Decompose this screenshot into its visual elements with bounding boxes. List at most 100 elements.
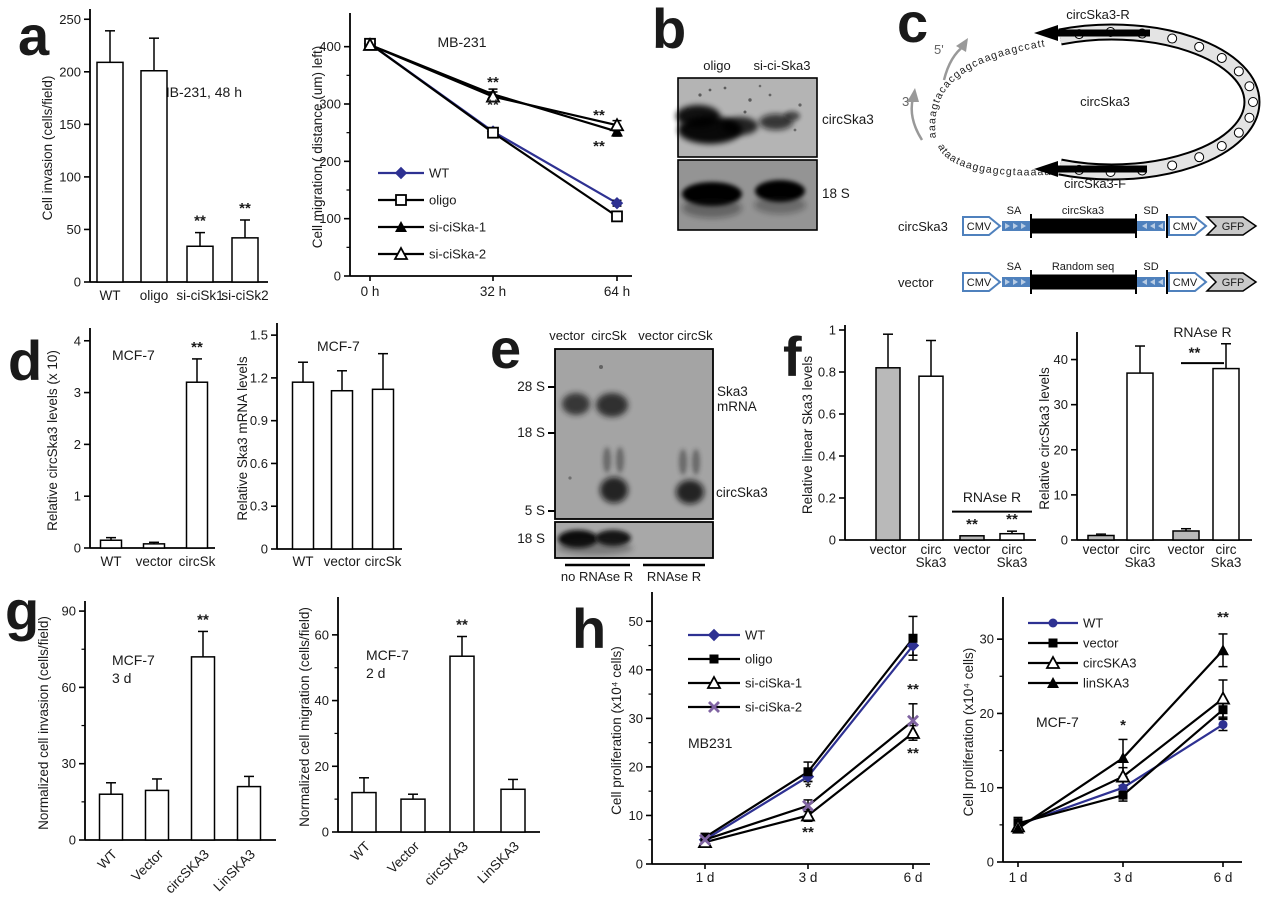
gel-e-marker-18s: 18 S	[517, 425, 545, 440]
chevron-right-icon	[1013, 223, 1018, 229]
gel-b-band-label-18s: 18 S	[822, 186, 850, 201]
panel-letter-g: g	[5, 579, 39, 642]
chart-annotation: MB231	[688, 735, 733, 751]
significance-mark: **	[593, 107, 605, 124]
marker-circle	[1218, 720, 1228, 730]
y-axis-label: Normalized cell invasion (cells/field)	[36, 616, 51, 830]
legend-label: WT	[745, 628, 765, 643]
chart-annotation: MB-231, 48 h	[158, 84, 242, 100]
y-tick-label: 0	[829, 533, 836, 548]
cmv-label: CMV	[1173, 221, 1198, 233]
x-category-label: vector	[1083, 542, 1120, 557]
x-category-label: circ	[921, 542, 942, 557]
gel-band-ska3-mrna	[596, 393, 628, 417]
x-category-label: WT	[101, 554, 122, 569]
gel-band	[722, 117, 758, 135]
x-tick-label: 3 d	[1114, 870, 1133, 885]
bar	[400, 798, 426, 833]
y-tick-label: 0	[74, 541, 81, 556]
construct-circska3: circSka3 CMV SA circSka3 SD CMV GFP	[898, 205, 1258, 238]
marker-diamond	[610, 196, 624, 210]
construct-vector: vector CMV SA Random seq SD CMV GFP	[898, 261, 1258, 294]
gel-e-band-label-ska3: Ska3	[717, 384, 748, 399]
x-tick-label: 6 d	[1214, 870, 1233, 885]
chevron-right-icon	[1013, 279, 1018, 285]
marker-square	[1218, 705, 1228, 715]
insert-label: circSka3	[1062, 205, 1104, 217]
significance-mark: **	[239, 200, 251, 217]
chevron-left-icon	[1142, 279, 1147, 285]
gel-speckle	[686, 108, 690, 112]
marker-circle	[1048, 618, 1058, 628]
gel-speckle	[768, 93, 772, 97]
marker-triangle	[1117, 752, 1129, 763]
y-tick-label: 1	[74, 489, 81, 504]
marker-diamond	[707, 628, 721, 642]
y-tick-label: 400	[319, 39, 341, 54]
significance-mark: **	[1006, 511, 1018, 528]
sd-label: SD	[1143, 261, 1158, 273]
x-category-label: WT	[348, 839, 373, 864]
gel-e-band-label-mrna: mRNA	[717, 399, 757, 414]
sd-label: SD	[1143, 205, 1158, 217]
gel-speckle	[798, 103, 802, 107]
construct-row-label: circSka3	[898, 219, 948, 234]
legend-label: linSKA3	[1083, 676, 1129, 691]
y-tick-label: 100	[59, 169, 81, 184]
primer-r-label: circSka3-R	[1066, 7, 1130, 22]
x-category-label: Vector	[128, 846, 166, 884]
significance-mark: *	[805, 779, 811, 796]
significance-mark: **	[907, 681, 919, 698]
sa-label: SA	[1007, 261, 1022, 273]
bar	[185, 381, 209, 549]
chart-annotation: MCF-7	[317, 338, 360, 354]
x-tick-label: 1 d	[696, 870, 715, 885]
y-tick-label: 0.2	[818, 491, 836, 506]
gel-b-lane-label-2: si-ci-Ska3	[753, 58, 810, 73]
marker-x	[802, 799, 814, 812]
y-tick-label: 250	[59, 12, 81, 27]
chart-annotation: MCF-7	[112, 347, 155, 363]
legend-label: oligo	[745, 652, 772, 667]
significance-mark: **	[907, 745, 919, 762]
marker-square-open	[611, 210, 623, 223]
panel-letter-c: c	[897, 0, 928, 54]
sequence-top: aaaagtacacgagcaagaagccatt	[926, 37, 1046, 138]
gel-band	[755, 180, 805, 202]
gel-e-lane-label-1: vector	[549, 328, 585, 343]
sequence-bottom: ataataaggagcgtaaaaat	[935, 142, 1055, 179]
gel-b-band-label-circska3: circSka3	[822, 112, 874, 127]
cmv-label: CMV	[967, 221, 992, 233]
y-axis-label: Normalized cell migration (cells/field)	[297, 607, 312, 827]
y-tick-label: 90	[62, 604, 76, 619]
gel-speckle	[723, 86, 727, 90]
significance-mark: **	[593, 138, 605, 155]
y-tick-label: 20	[980, 706, 994, 721]
marker-square-open	[395, 194, 407, 206]
ring-scallop	[1194, 152, 1205, 163]
gel-band-circska3	[600, 477, 628, 503]
gel-speckle	[698, 93, 702, 97]
marker-x	[708, 701, 720, 713]
marker-square	[908, 633, 918, 643]
y-tick-label: 0	[334, 269, 341, 284]
bar	[999, 532, 1025, 541]
gel-e-group-label-rnaser: RNAse R	[647, 569, 701, 584]
marker-triangle-open	[800, 807, 816, 822]
chevron-right-icon	[1005, 279, 1010, 285]
gel-e-marker-5s: 5 S	[525, 503, 545, 518]
sequence-top-text: aaaagtacacgagcaagaagccatt	[926, 37, 1045, 138]
gel-rnaser-blot-e: vector circSk vector circSk 28 S 18 S 5 …	[517, 328, 768, 584]
significance-mark: **	[966, 516, 978, 533]
x-category-label: LinSKA3	[210, 847, 258, 895]
legend-label: oligo	[429, 193, 456, 208]
chart-annotation: MCF-7	[112, 652, 155, 668]
y-axis-label: Cell proliferation (x10⁴ cells)	[609, 646, 624, 815]
cmv-promoter-box	[1168, 216, 1208, 236]
ring-scallop	[1244, 81, 1255, 92]
y-tick-label: 0	[1061, 533, 1068, 548]
bar	[1126, 372, 1154, 541]
